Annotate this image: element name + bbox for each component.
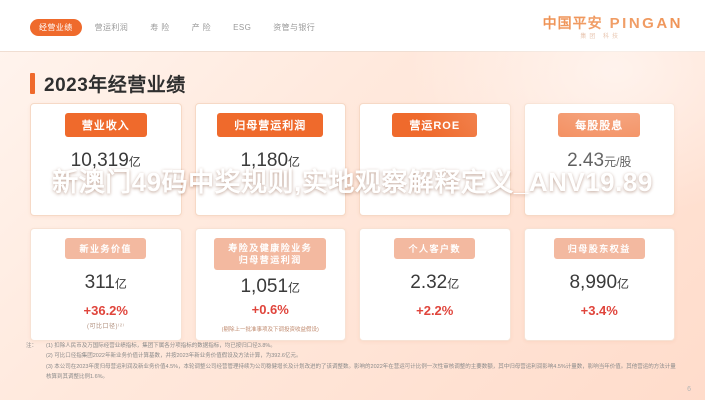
metric-card-title: 个人客户数 [394,238,475,259]
metric-card-title: 寿险及健康险业务 归母营运利润 [214,238,327,271]
metric-card-value: 8,990亿 [569,272,629,294]
metric-card-value: 2.43元/股 [567,150,631,172]
footnote-item: (3) 本公司在2023年度归母营运利润及新业务价值4.5%，本轮调整公司经营管… [46,363,676,381]
metric-card-value: 10,319亿 [71,150,141,172]
metric-value-number: 311 [84,272,115,293]
brand-name-en: PINGAN [609,14,683,32]
metric-card-nbv: 新业务价值 311亿 +36.2% (可比口径)⁽²⁾ [30,228,182,341]
nav-item-0[interactable]: 经营业绩 [30,19,82,36]
metric-value-number: 8,990 [569,272,618,293]
brand-subtitle: 集团 科技 [580,34,621,40]
nav-item-5[interactable]: 资管与银行 [273,23,316,32]
metric-card-value: 1,051亿 [240,276,300,298]
metric-value-number: 2.43 [567,150,605,171]
metric-card-operating-profit: 归母营运利润 1,180亿 [194,103,346,216]
metric-value-number: 1,180 [240,150,289,171]
brand-logo: 中国平安 PINGAN [543,13,683,33]
metric-value-unit: 元/股 [604,155,632,169]
metric-card-title: 营业收入 [64,113,147,137]
metric-card-title: 归母营运利润 [217,113,324,137]
nav-item-2[interactable]: 寿 险 [150,23,170,32]
metric-value-unit: 亿 [617,277,630,291]
metric-card-title: 每股股息 [558,113,641,137]
metric-card-dividend: 每股股息 2.43元/股 [523,103,675,216]
metric-card-note: (剔除上一批准事项及下调投资收益假设) [221,326,319,333]
top-navigation: 经营业绩 营运利润 寿 险 产 险 ESG 资管与银行 [30,19,324,36]
metric-value-unit: 亿 [128,155,141,169]
metric-value-unit: 亿 [288,155,301,169]
metric-grid-row2: 新业务价值 311亿 +36.2% (可比口径)⁽²⁾ 寿险及健康险业务 归母营… [30,228,675,341]
metric-card-life-health-profit: 寿险及健康险业务 归母营运利润 1,051亿 +0.6% (剔除上一批准事项及下… [194,228,346,341]
metric-card-roe: 营运ROE [359,103,511,216]
metric-card-revenue: 营业收入 10,319亿 [30,103,182,216]
metric-card-value: 2.32亿 [410,272,459,294]
metric-value-number: 10,319 [70,150,129,171]
nav-item-3[interactable]: 产 险 [191,23,212,32]
page-number: 6 [687,386,691,393]
footnote-lead: 注： [26,343,38,349]
footnote-item: (1) 扣除人民币及万国际经营业绩指标，集团下属各分项指标的数据指标，均已按归口… [46,343,276,349]
title-text: 2023年经营业绩 [44,75,186,96]
metric-card-title: 营运ROE [392,113,478,137]
metric-card-delta: +3.4% [580,303,618,318]
metric-card-value: 311亿 [85,272,127,294]
metric-value-number: 1,051 [240,276,289,298]
metric-grid-row1: 营业收入 10,319亿 归母营运利润 1,180亿 营运ROE 每股股息 2.… [30,103,675,216]
metric-value-number: 2.32 [410,272,448,293]
top-bar: 经营业绩 营运利润 寿 险 产 险 ESG 资管与银行 中国平安 PINGAN … [0,0,705,52]
footnotes: 注： (1) 扣除人民币及万国际经营业绩指标，集团下属各分项指标的数据指标，均已… [26,341,678,383]
nav-item-1[interactable]: 营运利润 [94,23,129,32]
metric-card-delta: +36.2% [83,303,128,318]
metric-card-title: 归母股东权益 [553,238,645,259]
title-accent-bar [30,73,35,94]
page-title: 2023年经营业绩 [30,70,186,97]
metric-card-delta: +0.6% [251,302,289,318]
footnote-item: (2) 可比口径指集团2022年新业务价值计算基数，并按2023年新业务价值假设… [46,353,302,360]
top-bar-divider [0,51,705,52]
metric-card-title: 新业务价值 [65,238,146,259]
metric-card-delta: +2.2% [416,303,454,318]
metric-value-unit: 亿 [447,277,460,291]
metric-value-unit: 亿 [114,277,127,291]
metric-value-unit: 亿 [288,281,301,296]
nav-item-4[interactable]: ESG [233,23,252,32]
metric-card-value: 1,180亿 [240,150,300,172]
metric-card-equity: 归母股东权益 8,990亿 +3.4% [523,228,675,341]
brand-name-cn: 中国平安 [542,15,603,31]
metric-card-note: (可比口径)⁽²⁾ [87,324,125,330]
metric-card-retail-customers: 个人客户数 2.32亿 +2.2% [359,228,511,341]
